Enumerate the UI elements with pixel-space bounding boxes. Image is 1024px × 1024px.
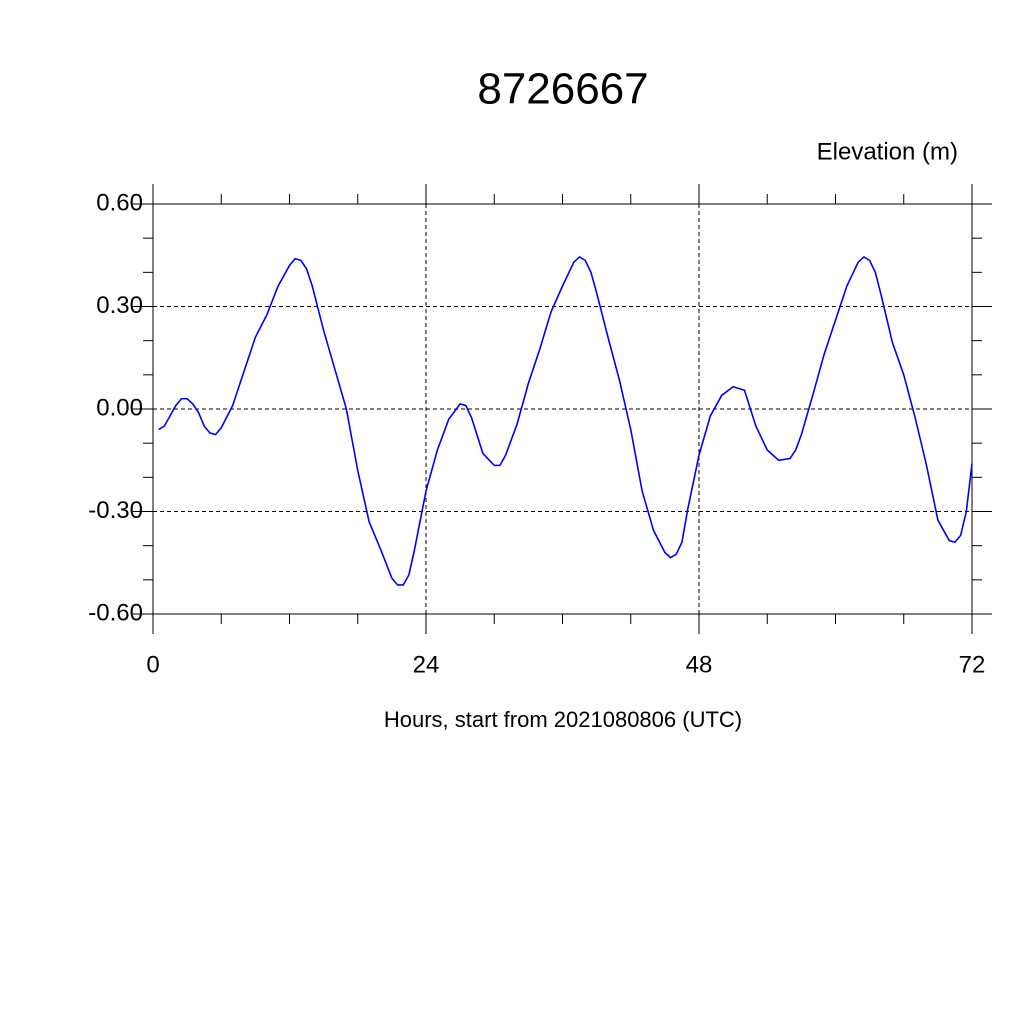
x-tick-label: 72 [959, 651, 986, 678]
y-tick-label: 0.00 [96, 394, 143, 421]
y-tick-label: 0.60 [96, 189, 143, 216]
chart-title: 8726667 [477, 65, 648, 114]
line [158, 255, 973, 586]
x-axis-label: Hours, start from 2021080806 (UTC) [384, 707, 742, 732]
x-tick-label: 24 [413, 651, 440, 678]
x-tick-label: 0 [146, 651, 159, 678]
x-tick-label: 48 [686, 651, 713, 678]
y-axis-label: Elevation (m) [817, 138, 958, 165]
y-tick-label: -0.30 [88, 497, 143, 524]
y-tick-label: -0.60 [88, 599, 143, 626]
y-tick-label: 0.30 [96, 292, 143, 319]
plot-frame [152, 203, 973, 615]
